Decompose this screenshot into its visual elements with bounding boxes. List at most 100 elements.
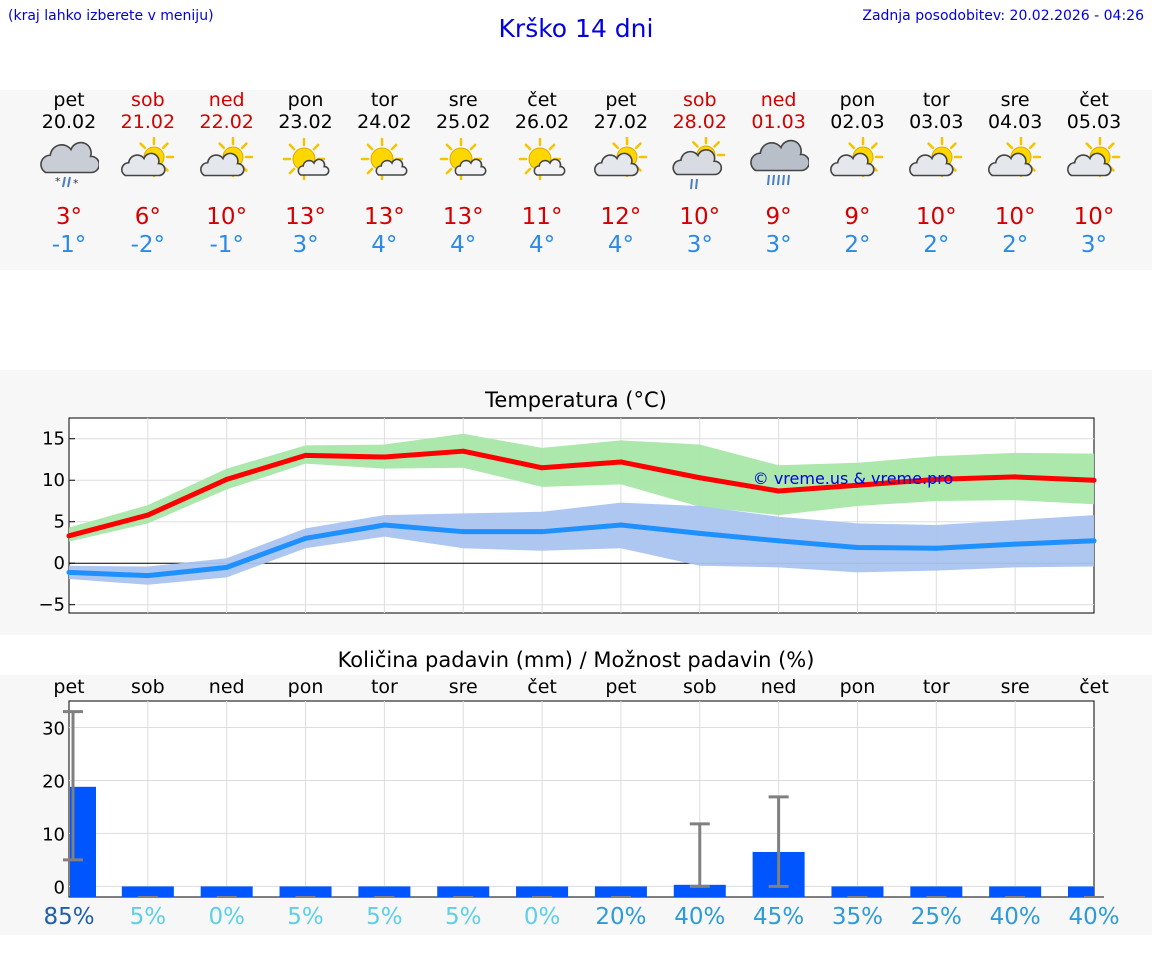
x-category-label: pet	[605, 676, 636, 698]
precipitation-chart: pet sob ned pon tor sre čet pet sob ned pon tor sre č…	[42, 676, 1109, 898]
day-date: 23.02	[278, 111, 333, 133]
day-column: čet 26.02 11° 4°	[502, 89, 582, 259]
min-temperature: 2°	[1002, 232, 1029, 258]
day-name: sre	[448, 89, 478, 111]
max-temperature-line	[68, 448, 1095, 539]
min-temperature-range-band	[69, 502, 1094, 585]
precipitation-probability: 0%	[523, 904, 561, 930]
precipitation-probability: 5%	[287, 904, 324, 930]
max-temperature-point	[697, 475, 703, 481]
precipitation-plot-area	[68, 700, 1095, 898]
svg-text:*: *	[55, 175, 61, 188]
min-temperature-line	[68, 522, 1095, 579]
min-temperature: -1°	[51, 232, 87, 258]
y-tick-label: 0	[54, 553, 65, 574]
day-name: čet	[527, 89, 557, 111]
day-date: 03.03	[909, 111, 964, 133]
max-temperature-point	[854, 482, 860, 488]
day-name: pet	[53, 89, 85, 111]
location-hint: (kraj lahko izberete v meniju)	[8, 8, 214, 24]
y-tick-label: 30	[42, 718, 65, 739]
min-temperature: 2°	[923, 232, 950, 258]
max-temperature: 3°	[55, 204, 83, 230]
max-temperature-point	[539, 465, 545, 471]
y-tick-label: −5	[38, 595, 65, 616]
y-tick-label: 5	[54, 512, 65, 533]
max-temperature: 13°	[442, 204, 484, 230]
max-temperature: 6°	[134, 204, 161, 230]
day-column: sob 28.02 10° 3°	[660, 89, 740, 259]
day-name: sob	[682, 89, 717, 111]
precipitation-probability: 45%	[753, 904, 805, 930]
sun-cloud-icon	[593, 137, 648, 178]
min-temperature-point	[539, 529, 545, 535]
sun-cloud-icon	[120, 137, 175, 178]
precipitation-chart-title: Količina padavin (mm) / Možnost padavin …	[337, 648, 815, 672]
min-temperature-point	[145, 573, 151, 579]
x-category-label: čet	[527, 676, 557, 698]
day-column: pet 20.02 * * 3° -1°	[29, 89, 109, 259]
x-category-label: ned	[209, 676, 245, 698]
x-category-label: tor	[371, 676, 398, 698]
x-category-label: pet	[53, 676, 84, 698]
min-temperature-point	[224, 564, 230, 570]
precipitation-probability: 5%	[366, 904, 403, 930]
min-temperature-point	[776, 538, 782, 544]
cloud-snow-icon: * *	[40, 141, 99, 190]
day-date: 21.02	[120, 111, 176, 133]
day-name: pon	[839, 89, 876, 111]
max-temperature-point	[460, 448, 466, 454]
x-category-label: sre	[449, 676, 478, 698]
precipitation-probability: 40%	[989, 904, 1041, 930]
day-name: sob	[131, 89, 165, 111]
min-temperature-point	[697, 530, 703, 536]
x-category-label: sob	[131, 676, 165, 698]
y-tick-label: 10	[42, 824, 65, 845]
max-temperature: 10°	[679, 204, 721, 230]
max-temperature-point	[618, 459, 624, 465]
day-date: 20.02	[41, 111, 97, 133]
min-temperature-point	[618, 522, 624, 528]
min-temperature-point	[933, 545, 939, 551]
max-temperature-point	[145, 512, 151, 518]
day-date: 02.03	[830, 111, 885, 133]
sun-cloud-icon	[830, 137, 884, 178]
min-temperature-point	[66, 569, 72, 575]
x-category-label: sre	[1001, 676, 1030, 698]
cloud-rain-icon	[749, 139, 809, 186]
sun-small-cloud-icon	[361, 137, 408, 181]
max-temperature-point	[66, 533, 72, 539]
precipitation-bar	[989, 886, 1042, 897]
min-temperature: 4°	[607, 232, 634, 258]
max-temperature: 10°	[206, 204, 248, 230]
min-temperature: 3°	[1080, 232, 1108, 258]
x-category-label: pon	[288, 676, 324, 698]
precipitation-probability: 40%	[1068, 904, 1120, 930]
day-column: čet 05.03 10° 3°	[1054, 89, 1134, 259]
precipitation-probability: 0%	[208, 904, 245, 930]
precipitation-probability: 5%	[444, 904, 482, 930]
day-column: pon 23.02 13° 3°	[266, 89, 346, 259]
day-date: 25.02	[436, 111, 491, 133]
day-name: tor	[370, 89, 398, 111]
precipitation-bar	[673, 884, 726, 897]
day-column: pet 27.02 12° 4°	[581, 89, 661, 259]
sun-cloud-rain-icon	[672, 137, 726, 190]
max-temperature: 10°	[915, 204, 957, 230]
y-tick-label: 20	[42, 771, 65, 792]
day-date: 27.02	[593, 111, 649, 133]
day-date: 05.03	[1066, 111, 1122, 133]
day-name: čet	[1079, 89, 1109, 111]
day-column: sre 25.02 13° 4°	[423, 89, 503, 259]
sun-cloud-icon	[988, 137, 1042, 178]
min-temperature: -2°	[130, 232, 166, 258]
day-column: sre 04.03 10° 2°	[975, 89, 1055, 259]
precipitation-probability: 35%	[831, 904, 884, 930]
sun-cloud-icon	[1067, 137, 1121, 178]
precipitation-bar	[200, 886, 253, 897]
sun-small-cloud-icon	[282, 137, 330, 181]
min-temperature: 3°	[686, 232, 713, 258]
last-updated: Zadnja posodobitev: 20.02.2026 - 04:26	[862, 8, 1144, 24]
day-name: ned	[208, 89, 245, 111]
min-temperature: 3°	[765, 232, 792, 258]
